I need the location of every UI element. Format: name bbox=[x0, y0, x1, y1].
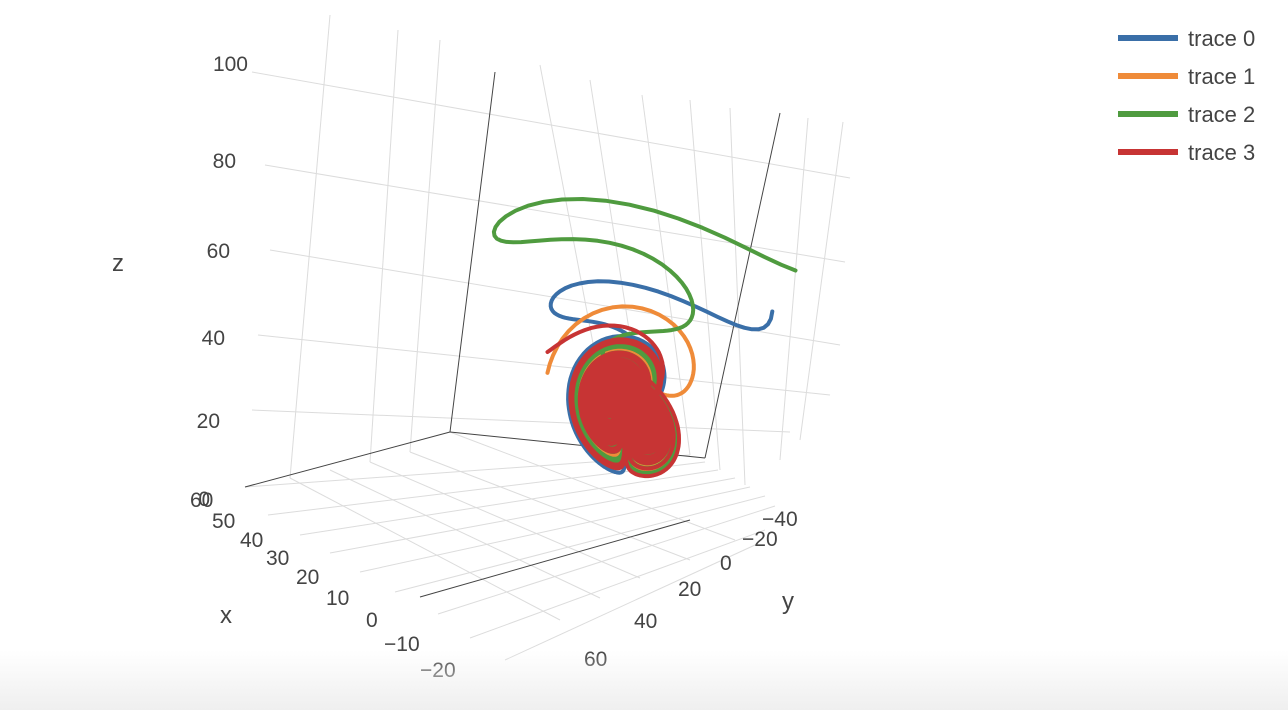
grid-line bbox=[539, 64, 601, 381]
legend-entry[interactable]: trace 0 bbox=[1188, 26, 1255, 51]
z-axis-line bbox=[449, 71, 496, 433]
x-tick-label: 10 bbox=[326, 587, 349, 610]
y-axis-line bbox=[419, 519, 691, 598]
grid-line bbox=[779, 117, 809, 461]
grid-line bbox=[409, 39, 441, 453]
y-axis-title: y bbox=[782, 588, 794, 615]
y-tick-label: −20 bbox=[742, 528, 778, 551]
y-tick-label: 60 bbox=[584, 648, 607, 671]
z-tick-label: 60 bbox=[207, 240, 230, 263]
x-tick-label: 30 bbox=[266, 547, 289, 570]
y-tick-label: 20 bbox=[678, 578, 701, 601]
x-axis-title: x bbox=[220, 602, 232, 629]
grid-line bbox=[289, 477, 561, 621]
grid-lines bbox=[244, 14, 851, 661]
y-tick-label: 0 bbox=[720, 552, 732, 575]
grid-line bbox=[409, 451, 691, 561]
legend-entry[interactable]: trace 3 bbox=[1188, 140, 1255, 165]
legend: trace 0 trace 1 trace 2 trace 3 bbox=[1118, 26, 1255, 165]
legend-entry[interactable]: trace 2 bbox=[1188, 102, 1255, 127]
grid-line bbox=[394, 495, 766, 593]
x-tick-label: 60 bbox=[190, 489, 213, 512]
grid-line bbox=[469, 529, 766, 639]
grid-line bbox=[329, 477, 736, 554]
x-tick-label: 20 bbox=[296, 566, 319, 589]
grid-line bbox=[729, 107, 746, 486]
z-tick-label: 40 bbox=[202, 327, 225, 350]
grid-line bbox=[689, 99, 721, 471]
grid-line bbox=[799, 121, 844, 441]
z-tick-label: 0 bbox=[198, 488, 210, 511]
x-tick-label: 0 bbox=[366, 609, 378, 632]
z-tick-label: 80 bbox=[213, 150, 236, 173]
grid-line bbox=[504, 544, 756, 661]
x-tick-label: −10 bbox=[384, 633, 420, 656]
series-line bbox=[545, 323, 681, 479]
grid-line bbox=[449, 431, 736, 541]
grid-line bbox=[329, 469, 601, 599]
z-tick-label: 100 bbox=[213, 53, 248, 76]
grid-line bbox=[369, 461, 641, 579]
grid-line bbox=[437, 505, 776, 615]
y-tick-label: 40 bbox=[634, 610, 657, 633]
x-tick-label: 50 bbox=[212, 510, 235, 533]
grid-line bbox=[289, 14, 331, 479]
x-tick-label: −20 bbox=[420, 659, 456, 682]
legend-entry[interactable]: trace 1 bbox=[1188, 64, 1255, 89]
x-axis-line bbox=[244, 431, 451, 488]
y-tick-label: −40 bbox=[762, 508, 798, 531]
z-tick-label: 20 bbox=[197, 410, 220, 433]
traces bbox=[491, 197, 798, 479]
grid-line bbox=[264, 164, 846, 263]
z-axis-title: z bbox=[112, 250, 124, 277]
axes: 60 50 40 30 20 10 0 −10 −20 −40 −20 0 20… bbox=[112, 53, 798, 682]
grid-line bbox=[251, 409, 791, 433]
z-axis-line-right bbox=[704, 112, 781, 459]
grid-line bbox=[299, 469, 719, 536]
x-tick-label: 40 bbox=[240, 529, 263, 552]
grid-line bbox=[359, 486, 751, 573]
grid-line bbox=[369, 29, 399, 463]
grid-line bbox=[257, 334, 831, 396]
